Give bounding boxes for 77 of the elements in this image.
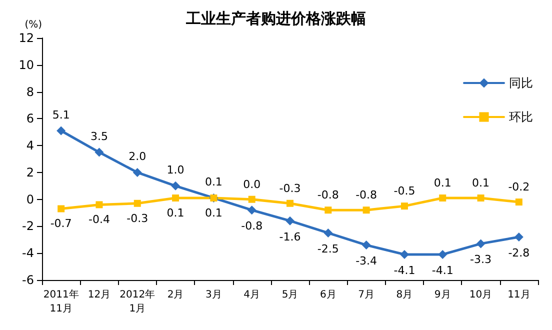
x-tick-label: 3月 xyxy=(206,290,222,300)
point xyxy=(477,194,484,202)
point xyxy=(400,250,409,259)
data-label: -0.4 xyxy=(88,213,110,226)
point xyxy=(400,202,408,210)
point xyxy=(438,250,448,259)
y-tick-label: -6 xyxy=(22,273,34,287)
data-label: 0.1 xyxy=(204,175,222,188)
point xyxy=(476,239,486,248)
x-tick-label: 8月 xyxy=(396,290,413,300)
data-label: -0.8 xyxy=(356,188,378,202)
data-label: -0.8 xyxy=(241,220,263,233)
data-label: -0.2 xyxy=(508,180,530,194)
x-tick-label: 6月 xyxy=(320,290,336,300)
x-tick-label: 2月 xyxy=(167,290,184,300)
data-label: -0.5 xyxy=(394,184,416,198)
point xyxy=(324,228,333,238)
point xyxy=(171,181,180,190)
data-label: -3.4 xyxy=(356,254,378,268)
point xyxy=(248,196,256,203)
x-tick-label: 12月 xyxy=(88,290,111,300)
point xyxy=(286,216,294,226)
point xyxy=(439,194,446,202)
point xyxy=(247,206,256,215)
data-label: 2.0 xyxy=(128,150,146,163)
y-axis-title: (%) xyxy=(24,20,42,30)
data-label: 1.0 xyxy=(166,163,184,176)
point xyxy=(132,168,142,177)
y-tick-label: 8 xyxy=(26,84,34,99)
y-tick-label: 2 xyxy=(26,165,34,180)
point xyxy=(56,126,66,136)
data-label: -2.8 xyxy=(508,246,530,260)
y-tick-label: -2 xyxy=(22,219,34,234)
y-tick-label: 10 xyxy=(18,58,34,72)
point xyxy=(324,206,332,214)
point xyxy=(58,205,65,212)
point xyxy=(172,194,180,202)
data-label: 5.1 xyxy=(52,108,70,122)
y-tick-label: -4 xyxy=(22,246,34,260)
y-tick-label: 4 xyxy=(26,138,34,153)
data-label: -0.8 xyxy=(317,188,339,202)
y-tick-label: 0 xyxy=(26,192,34,206)
data-label: 0.0 xyxy=(243,178,261,191)
data-label: -2.5 xyxy=(317,242,339,256)
x-tick-label: 2012年 1月 xyxy=(120,288,156,314)
data-label: 0.1 xyxy=(472,176,490,190)
point xyxy=(362,240,371,250)
chart-title: 工业生产者购进价格涨跌幅 xyxy=(185,10,366,28)
data-label: 0.1 xyxy=(434,176,452,190)
x-tick-label: 10月 xyxy=(469,290,492,300)
data-label: -4.1 xyxy=(394,264,416,277)
point xyxy=(362,206,370,214)
point xyxy=(515,198,522,206)
data-label: 0.1 xyxy=(166,206,184,220)
data-label: -1.6 xyxy=(279,230,301,244)
data-label: -3.3 xyxy=(470,253,492,266)
point xyxy=(96,201,103,208)
x-tick-label: 4月 xyxy=(244,290,260,300)
y-tick-label: 12 xyxy=(18,31,34,45)
data-label: -4.1 xyxy=(432,264,454,277)
x-tick-label: 9月 xyxy=(434,290,451,300)
x-tick-label: 11月 xyxy=(508,290,530,300)
data-label: -0.3 xyxy=(126,212,148,225)
data-label: -0.3 xyxy=(279,182,301,195)
legend-label: 环比 xyxy=(509,110,533,124)
data-label: -0.7 xyxy=(50,217,72,230)
data-label: 3.5 xyxy=(90,130,108,143)
point xyxy=(286,200,294,207)
x-tick-label: 7月 xyxy=(358,290,374,300)
legend-label: 同比 xyxy=(509,76,533,90)
point xyxy=(514,232,524,242)
point xyxy=(94,148,104,157)
y-tick-label: 6 xyxy=(26,112,34,126)
data-label: 0.1 xyxy=(204,206,222,220)
x-tick-label: 2011年 11月 xyxy=(43,288,79,314)
x-tick-label: 5月 xyxy=(282,290,298,300)
point xyxy=(134,200,141,207)
